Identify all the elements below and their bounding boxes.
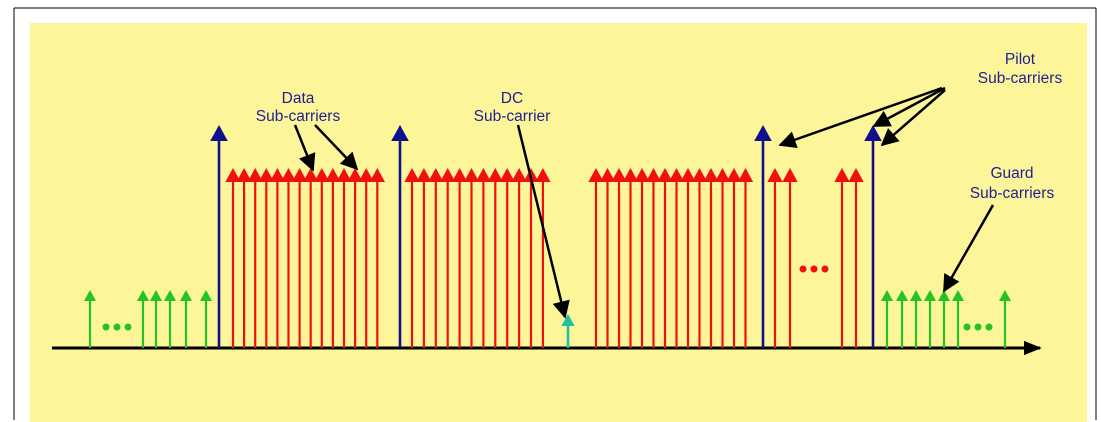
subcarrier-arrows	[83, 125, 1012, 348]
pilot-subcarrier	[754, 125, 772, 348]
data-subcarrier	[336, 168, 352, 348]
guard-subcarrier	[895, 290, 909, 348]
pilot-subcarrier	[391, 125, 409, 348]
data-subcarrier	[280, 168, 297, 348]
data-subcarrier	[726, 168, 742, 348]
data-subcarrier	[258, 168, 274, 348]
guard-pointer-arrow	[942, 204, 995, 293]
guard-subcarrier	[179, 290, 193, 348]
data-subcarrier	[325, 168, 341, 348]
data-ellipsis-middle	[799, 265, 829, 273]
guard-subcarrier	[163, 290, 177, 348]
data-subcarrier	[225, 168, 241, 348]
pilot-pointer-arrow-1	[778, 86, 943, 149]
guard-subcarrier	[937, 290, 951, 348]
pilot-pointer-arrow-3	[872, 86, 946, 128]
guard-subcarrier	[149, 290, 163, 348]
data-subcarrier	[416, 168, 432, 348]
guard-subcarrier	[923, 290, 937, 348]
data-subcarrier	[487, 168, 503, 348]
guard-subcarrier	[909, 290, 923, 348]
guard-subcarrier	[951, 290, 965, 348]
data-subcarrier	[680, 168, 696, 348]
data-subcarrier	[848, 168, 864, 348]
guard-subcarrier	[136, 290, 150, 348]
data-subcarrier	[314, 168, 330, 348]
data-subcarrier	[767, 168, 783, 348]
data-subcarrier	[269, 168, 286, 348]
pilot-subcarrier	[210, 125, 228, 348]
data-subcarrier	[834, 168, 850, 348]
data-subcarrier	[347, 168, 363, 348]
data-subcarrier	[499, 168, 515, 348]
data-subcarrier	[657, 168, 673, 348]
pilot-label-line2: Sub-carriers	[978, 70, 1063, 87]
yellow-panel	[30, 23, 1087, 422]
data-subcarrier	[634, 168, 650, 348]
data-subcarrier	[475, 168, 492, 348]
data-subcarrier	[236, 168, 252, 348]
data-subcarrier	[714, 168, 731, 348]
data-subcarrier	[645, 168, 662, 348]
pilot-label-line1: Pilot	[1005, 51, 1036, 68]
pilot-pointer-arrow-2	[880, 89, 946, 147]
guard-label-line1: Guard	[990, 165, 1033, 182]
data-subcarrier	[358, 168, 374, 348]
data-pointer-arrow-1	[293, 124, 316, 172]
data-subcarrier	[703, 168, 719, 348]
data-label-line1: Data	[282, 90, 315, 107]
data-subcarrier	[535, 168, 551, 348]
guard-subcarrier	[998, 290, 1012, 348]
data-subcarrier	[451, 168, 468, 348]
data-subcarrier	[737, 168, 754, 348]
dc-subcarrier	[561, 314, 575, 348]
guard-label-line2: Sub-carriers	[970, 185, 1055, 202]
data-subcarrier	[291, 168, 308, 348]
guard-subcarrier	[83, 290, 97, 348]
data-subcarrier	[782, 168, 798, 348]
data-label-line2: Sub-carriers	[256, 108, 341, 125]
data-subcarrier	[622, 168, 639, 348]
data-subcarrier	[599, 168, 616, 348]
data-subcarrier	[247, 168, 263, 348]
pilot-subcarrier	[864, 125, 882, 348]
data-subcarrier	[611, 168, 627, 348]
data-subcarrier	[428, 168, 444, 348]
data-subcarrier	[303, 168, 319, 348]
data-subcarrier	[691, 168, 708, 348]
data-subcarrier	[668, 168, 685, 348]
guard-ellipsis-left	[102, 323, 132, 331]
data-subcarrier	[588, 168, 604, 348]
guard-subcarrier	[199, 290, 213, 348]
dc-label-line2: Sub-carrier	[474, 108, 551, 125]
guard-ellipsis-right	[963, 323, 993, 331]
data-subcarrier	[511, 168, 527, 348]
data-subcarrier	[463, 168, 480, 348]
data-subcarrier	[369, 168, 385, 348]
data-subcarrier	[404, 168, 420, 348]
data-subcarrier	[440, 168, 456, 348]
dc-pointer-arrow	[516, 124, 570, 319]
data-pointer-arrow-2	[314, 124, 359, 171]
dc-label-line1: DC	[501, 90, 523, 107]
guard-subcarrier	[880, 290, 894, 348]
